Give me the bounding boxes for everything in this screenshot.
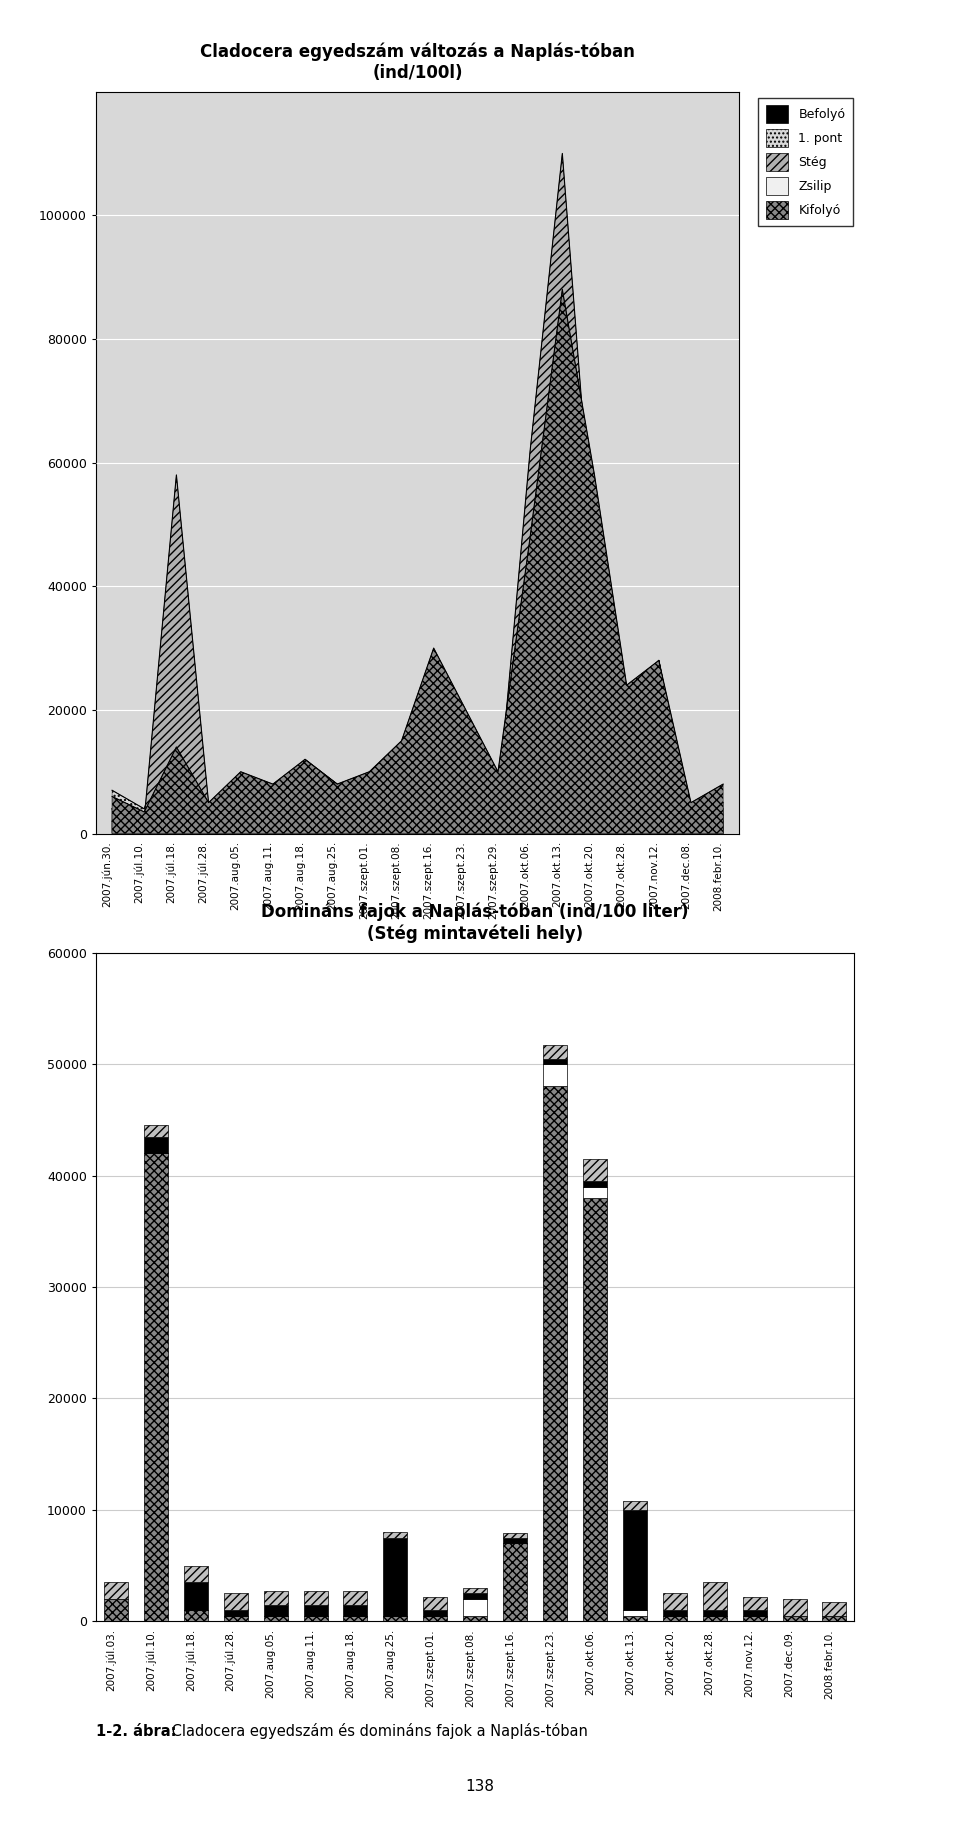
- Bar: [224, 1594, 248, 1610]
- Bar: [662, 1616, 686, 1621]
- Bar: [703, 1583, 727, 1610]
- Bar: [583, 1182, 607, 1187]
- Bar: [823, 1616, 847, 1621]
- Bar: [623, 1500, 647, 1510]
- Bar: [543, 1044, 567, 1059]
- Bar: [303, 1605, 327, 1616]
- Bar: [104, 1599, 128, 1621]
- Bar: [743, 1616, 767, 1621]
- Bar: [464, 1599, 487, 1616]
- Bar: [144, 1154, 168, 1621]
- Bar: [623, 1510, 647, 1610]
- Title: Cladocera egyedszám változás a Naplás-tóban
(ind/100l): Cladocera egyedszám változás a Naplás-tó…: [201, 42, 635, 82]
- Bar: [183, 1610, 207, 1621]
- Bar: [344, 1605, 368, 1616]
- Bar: [623, 1616, 647, 1621]
- Text: 1-2. ábra:: 1-2. ábra:: [96, 1724, 177, 1739]
- Bar: [383, 1616, 407, 1621]
- Bar: [782, 1599, 806, 1616]
- Bar: [264, 1616, 288, 1621]
- Bar: [104, 1583, 128, 1599]
- Bar: [183, 1566, 207, 1583]
- Bar: [583, 1187, 607, 1198]
- Bar: [543, 1086, 567, 1621]
- Bar: [583, 1198, 607, 1621]
- Bar: [303, 1592, 327, 1605]
- Bar: [264, 1592, 288, 1605]
- Bar: [543, 1064, 567, 1086]
- Title: Domináns fajok a Naplás-tóban (ind/100 liter)
(Stég mintavételi hely): Domináns fajok a Naplás-tóban (ind/100 l…: [261, 903, 689, 943]
- Text: 138: 138: [466, 1779, 494, 1794]
- Bar: [383, 1532, 407, 1537]
- Bar: [743, 1598, 767, 1610]
- Bar: [583, 1160, 607, 1182]
- Bar: [464, 1588, 487, 1594]
- Bar: [423, 1610, 447, 1616]
- Bar: [423, 1598, 447, 1610]
- Bar: [344, 1616, 368, 1621]
- Bar: [464, 1616, 487, 1621]
- Bar: [183, 1583, 207, 1610]
- Bar: [224, 1616, 248, 1621]
- Bar: [823, 1603, 847, 1616]
- Bar: [423, 1616, 447, 1621]
- Bar: [503, 1543, 527, 1621]
- Bar: [623, 1610, 647, 1616]
- Bar: [703, 1610, 727, 1616]
- Bar: [464, 1594, 487, 1599]
- Text: Cladocera egyedszám és domináns fajok a Naplás-tóban: Cladocera egyedszám és domináns fajok a …: [167, 1724, 588, 1739]
- Legend: Befolyó, 1. pont, Stég, Zsilip, Kifolyó: Befolyó, 1. pont, Stég, Zsilip, Kifolyó: [758, 97, 852, 227]
- Bar: [503, 1533, 527, 1537]
- Bar: [303, 1616, 327, 1621]
- Bar: [344, 1592, 368, 1605]
- Bar: [703, 1616, 727, 1621]
- Bar: [743, 1610, 767, 1616]
- Bar: [662, 1594, 686, 1610]
- Bar: [503, 1537, 527, 1543]
- Bar: [782, 1616, 806, 1621]
- Bar: [543, 1059, 567, 1064]
- Bar: [662, 1610, 686, 1616]
- Bar: [264, 1605, 288, 1616]
- Bar: [144, 1125, 168, 1136]
- Bar: [224, 1610, 248, 1616]
- Bar: [144, 1136, 168, 1154]
- Bar: [383, 1537, 407, 1616]
